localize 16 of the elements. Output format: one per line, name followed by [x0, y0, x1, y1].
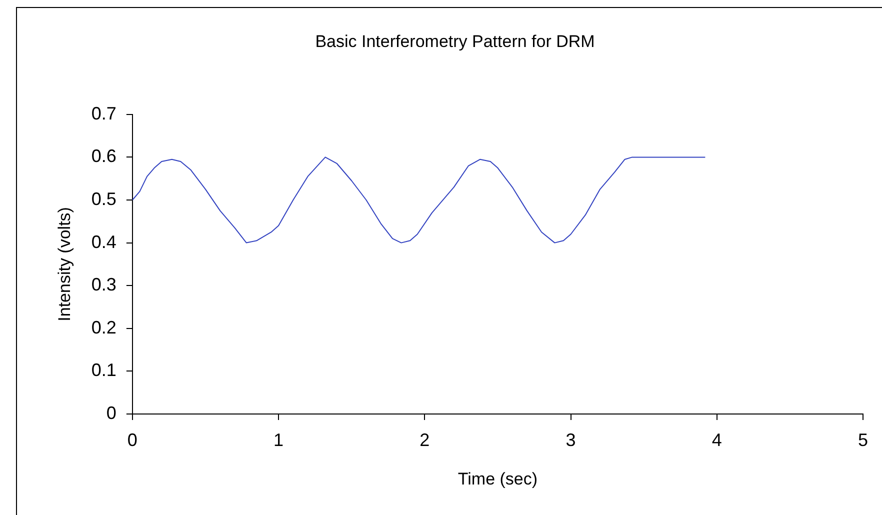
chart-title: Basic Interferometry Pattern for DRM: [315, 32, 595, 51]
y-tick-label: 0.5: [91, 188, 116, 209]
x-tick-label: 5: [858, 430, 868, 450]
x-tick-label: 3: [566, 430, 576, 450]
y-tick-label: 0: [106, 402, 116, 423]
y-tick-label: 0.3: [91, 274, 116, 295]
y-tick-label: 0.7: [91, 103, 116, 124]
y-tick-label: 0.1: [91, 360, 116, 380]
x-tick-label: 4: [712, 430, 722, 450]
x-tick-label: 1: [274, 430, 284, 450]
x-tick-label: 0: [127, 430, 138, 450]
x-tick-label: 2: [420, 430, 430, 450]
y-tick-label: 0.4: [91, 232, 116, 252]
y-tick-label: 0.2: [91, 317, 116, 338]
y-tick-label: 0.6: [91, 146, 116, 166]
y-axis-title: Intensity (volts): [54, 207, 74, 322]
